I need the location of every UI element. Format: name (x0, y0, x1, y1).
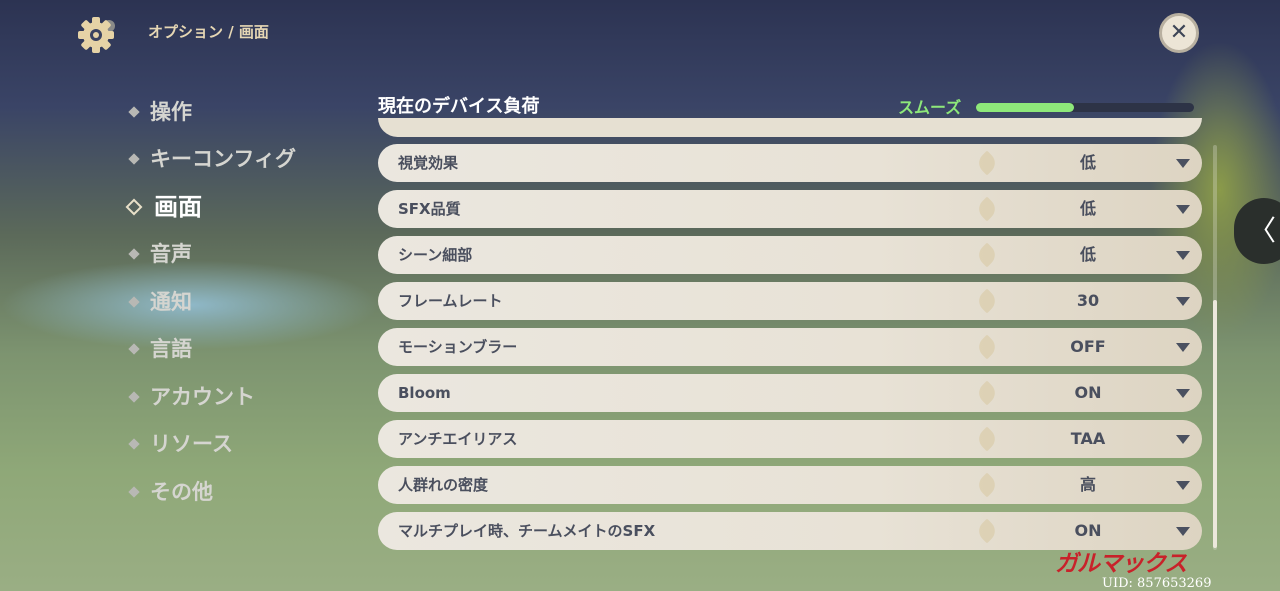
setting-value[interactable]: 低 (1079, 153, 1096, 172)
sidebar-item[interactable]: キーコンフィグ (128, 136, 296, 184)
setting-label: 視覚効果 (398, 154, 459, 172)
settings-row[interactable]: 視覚効果 低 (378, 144, 1202, 182)
diamond-icon (128, 391, 140, 403)
sparkle-decoration-icon (974, 150, 1000, 176)
diamond-icon (128, 248, 140, 260)
settings-row[interactable]: モーションブラー OFF (378, 328, 1202, 366)
settings-row[interactable]: シーン細部 低 (378, 236, 1202, 274)
background (0, 260, 380, 350)
settings-row[interactable]: Bloom ON (378, 374, 1202, 412)
dropdown-arrow-icon[interactable] (1176, 297, 1190, 306)
dropdown-arrow-icon[interactable] (1176, 527, 1190, 536)
sparkle-decoration-icon (974, 288, 1000, 314)
sidebar-item[interactable]: 通知 (128, 278, 296, 326)
sidebar-item-label: その他 (150, 479, 213, 504)
chevron-left-icon: 〈 (1248, 214, 1277, 247)
setting-label: シーン細部 (398, 246, 473, 264)
sidebar-item[interactable]: リソース (128, 421, 296, 469)
sparkle-decoration-icon (974, 426, 1000, 452)
setting-label: マルチプレイ時、チームメイトのSFX (398, 522, 656, 540)
sidebar-item-label: 画面 (154, 192, 202, 221)
dropdown-arrow-icon[interactable] (1176, 343, 1190, 352)
scrollbar-thumb[interactable] (1213, 300, 1217, 548)
sidebar-nav: 操作キーコンフィグ画面音声通知言語アカウントリソースその他 (125, 88, 296, 516)
diamond-icon (128, 106, 140, 118)
setting-label: Bloom (398, 384, 451, 402)
setting-value[interactable]: 高 (1079, 475, 1096, 494)
expand-panel-button[interactable]: 〈 (1234, 198, 1280, 264)
setting-value[interactable]: OFF (1070, 337, 1106, 356)
sidebar-item-label: リソース (150, 432, 233, 457)
dropdown-arrow-icon[interactable] (1176, 251, 1190, 260)
sidebar-item[interactable]: 画面 (125, 183, 296, 231)
setting-label: 人群れの密度 (398, 476, 489, 494)
setting-value[interactable]: 低 (1079, 245, 1096, 264)
sparkle-decoration-icon (974, 242, 1000, 268)
settings-row[interactable]: SFX品質 低 (378, 190, 1202, 228)
sparkle-decoration-icon (974, 196, 1000, 222)
setting-label: フレームレート (398, 292, 503, 310)
sparkle-decoration-icon (974, 472, 1000, 498)
diamond-icon (128, 438, 140, 450)
settings-row[interactable]: アンチエイリアス TAA (378, 420, 1202, 458)
sidebar-item-label: アカウント (150, 384, 255, 409)
breadcrumb: オプション / 画面 (148, 23, 269, 41)
sidebar-item-label: 音声 (150, 242, 192, 267)
settings-row[interactable]: フレームレート 30 (378, 282, 1202, 320)
sparkle-decoration-icon (974, 334, 1000, 360)
device-load-bar (976, 103, 1194, 112)
setting-label: SFX品質 (398, 200, 461, 218)
diamond-icon (128, 153, 140, 165)
dropdown-arrow-icon[interactable] (1176, 481, 1190, 490)
sidebar-item[interactable]: 操作 (128, 88, 296, 136)
setting-value[interactable]: 低 (1079, 199, 1096, 218)
diamond-icon (128, 343, 140, 355)
settings-row[interactable]: 人群れの密度 高 (378, 466, 1202, 504)
dropdown-arrow-icon[interactable] (1176, 159, 1190, 168)
sidebar-item-label: 通知 (150, 289, 192, 314)
setting-value[interactable]: ON (1074, 521, 1102, 540)
sparkle-decoration-icon (974, 518, 1000, 544)
sidebar-item[interactable]: 音声 (128, 231, 296, 279)
settings-row[interactable]: マルチプレイ時、チームメイトのSFX ON (378, 512, 1202, 550)
diamond-icon (128, 296, 140, 308)
dropdown-arrow-icon[interactable] (1176, 435, 1190, 444)
device-load-status: スムーズ (898, 98, 962, 117)
device-load-bar-fill (976, 103, 1075, 112)
diamond-icon (125, 198, 143, 216)
sidebar-item[interactable]: アカウント (128, 373, 296, 421)
sparkle-decoration-icon (974, 380, 1000, 406)
setting-label: モーションブラー (398, 338, 518, 356)
gear-icon (78, 17, 115, 53)
watermark-logo: ガルマックス (1055, 551, 1187, 577)
close-button[interactable]: ✕ (1159, 13, 1199, 53)
setting-value[interactable]: TAA (1070, 429, 1106, 448)
dropdown-arrow-icon[interactable] (1176, 205, 1190, 214)
uid-label: UID: 857653269 (1102, 576, 1212, 591)
diamond-icon (128, 486, 140, 498)
setting-value[interactable]: ON (1074, 383, 1102, 402)
settings-row-partial (378, 118, 1202, 137)
sidebar-item[interactable]: 言語 (128, 326, 296, 374)
dropdown-arrow-icon[interactable] (1176, 389, 1190, 398)
close-icon: ✕ (1169, 20, 1189, 45)
settings-list: 視覚効果低 SFX品質低シーン細部低フレームレート 30 モーションブラー OFF Blo… (378, 118, 1202, 552)
setting-label: アンチエイリアス (398, 430, 518, 448)
sidebar-item-label: 言語 (150, 337, 192, 362)
setting-value[interactable]: 30 (1076, 291, 1100, 310)
sidebar-item[interactable]: その他 (128, 468, 296, 516)
sidebar-item-label: キーコンフィグ (150, 147, 296, 172)
sidebar-item-label: 操作 (150, 99, 192, 124)
device-load-label: 現在のデバイス負荷 (378, 96, 540, 117)
